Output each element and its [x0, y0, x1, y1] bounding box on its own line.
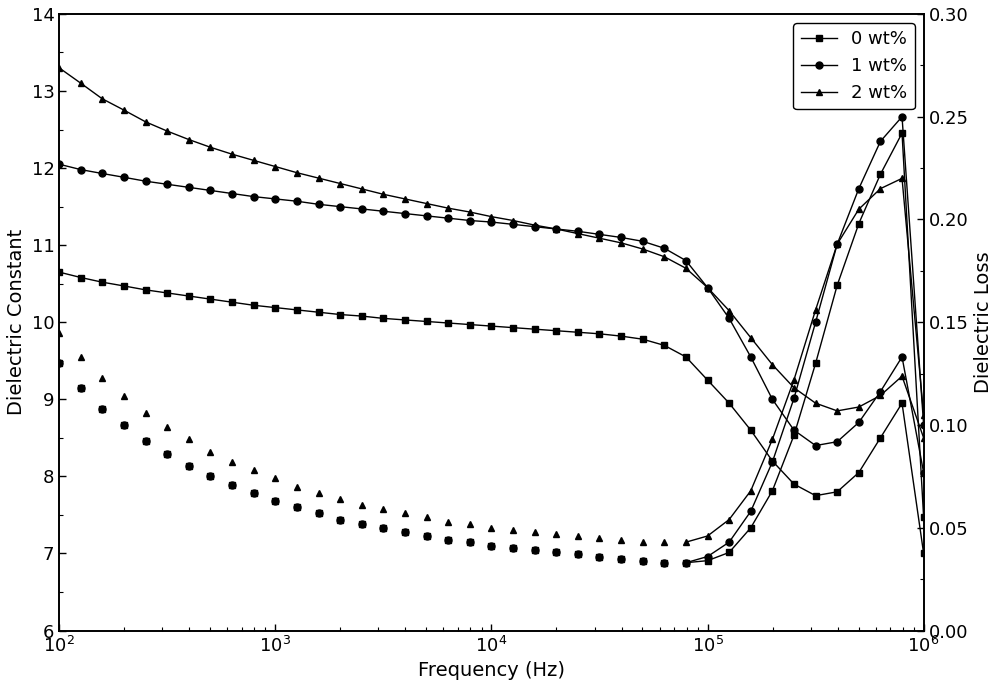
X-axis label: Frequency (Hz): Frequency (Hz) — [418, 661, 565, 680]
Y-axis label: Dielectric Constant: Dielectric Constant — [7, 229, 26, 416]
Legend: 0 wt%, 1 wt%, 2 wt%: 0 wt%, 1 wt%, 2 wt% — [793, 23, 915, 109]
Y-axis label: Dielectric Loss: Dielectric Loss — [974, 251, 993, 393]
